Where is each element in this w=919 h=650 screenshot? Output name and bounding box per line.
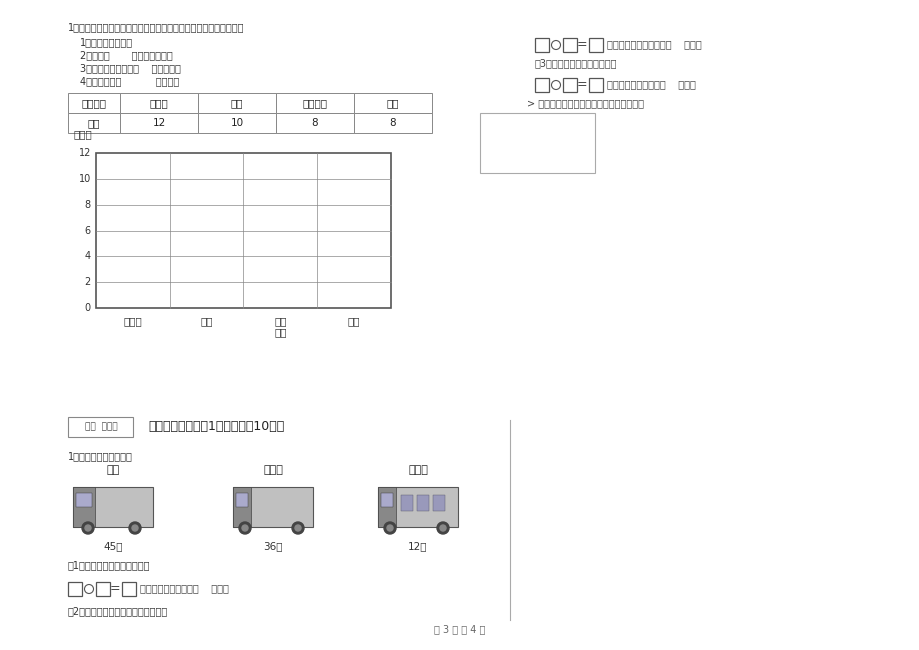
Text: 8: 8 <box>390 118 396 128</box>
Text: 第 3 页 共 4 页: 第 3 页 共 4 页 <box>434 624 485 634</box>
Bar <box>354 113 432 133</box>
Bar <box>122 582 136 596</box>
Text: （1）卡车比面包车多多少辆？: （1）卡车比面包车多多少辆？ <box>68 560 151 570</box>
Text: 12: 12 <box>153 118 165 128</box>
Text: 其他: 其他 <box>386 98 399 108</box>
Bar <box>119 113 198 133</box>
Text: 其他: 其他 <box>347 316 360 326</box>
Bar <box>236 493 248 507</box>
Bar <box>76 493 92 507</box>
Text: 12: 12 <box>78 148 91 158</box>
Text: 答：面包车和大客车共（    ）辆。: 答：面包车和大客车共（ ）辆。 <box>607 39 701 49</box>
Bar <box>68 417 133 437</box>
Circle shape <box>387 525 392 531</box>
Circle shape <box>85 525 91 531</box>
Text: 1、下面是丁伟同学调查本班部分同学最喜欢的电视节目情况统计。: 1、下面是丁伟同学调查本班部分同学最喜欢的电视节目情况统计。 <box>68 22 244 32</box>
Bar <box>588 78 602 92</box>
Circle shape <box>82 522 94 534</box>
Circle shape <box>295 525 301 531</box>
Bar <box>198 93 276 113</box>
Text: 8: 8 <box>85 200 91 210</box>
Text: 36辆: 36辆 <box>263 541 282 551</box>
Circle shape <box>239 522 251 534</box>
Text: 面包车: 面包车 <box>263 465 283 475</box>
Text: 十一、附加题（共1大题，共计10分）: 十一、附加题（共1大题，共计10分） <box>148 421 284 434</box>
Text: 人数: 人数 <box>87 118 100 128</box>
Text: 动物
世界: 动物 世界 <box>274 316 287 337</box>
Bar <box>535 78 549 92</box>
Bar <box>68 582 82 596</box>
Circle shape <box>291 522 303 534</box>
Bar <box>433 495 445 511</box>
Bar <box>68 93 119 113</box>
Bar <box>378 487 458 527</box>
Bar <box>354 93 432 113</box>
Bar <box>378 487 395 527</box>
Bar <box>233 487 312 527</box>
Text: 6: 6 <box>85 226 91 235</box>
Circle shape <box>437 522 448 534</box>
Circle shape <box>383 522 395 534</box>
Text: 4、我最喜欢（           ）节目。: 4、我最喜欢（ ）节目。 <box>80 76 179 86</box>
Bar <box>562 78 576 92</box>
Bar <box>119 93 198 113</box>
Text: 12辆: 12辆 <box>408 541 427 551</box>
Bar <box>276 113 354 133</box>
Text: 大客车: 大客车 <box>408 465 427 475</box>
Text: （2）面包车和大客车一共有多少辆？: （2）面包车和大客车一共有多少辆？ <box>68 606 168 616</box>
Text: 0: 0 <box>85 303 91 313</box>
Bar <box>380 493 392 507</box>
Text: 大风车: 大风车 <box>150 98 168 108</box>
Text: （人）: （人） <box>74 129 93 139</box>
Bar <box>480 113 595 173</box>
Bar <box>73 487 95 527</box>
Text: 2: 2 <box>85 277 91 287</box>
Text: 10: 10 <box>79 174 91 184</box>
Text: 1、根据图片信息解题。: 1、根据图片信息解题。 <box>68 451 132 461</box>
Bar <box>68 113 119 133</box>
Text: （3）大客车比卡车多多少辆？: （3）大客车比卡车多多少辆？ <box>535 58 617 68</box>
Text: 4: 4 <box>85 252 91 261</box>
Circle shape <box>242 525 248 531</box>
Text: 答：卡车比面包车多（    ）辆。: 答：卡车比面包车多（ ）辆。 <box>140 583 229 593</box>
Text: 45辆: 45辆 <box>103 541 122 551</box>
Text: 得分  评卷人: 得分 评卷人 <box>85 422 118 432</box>
Circle shape <box>129 522 141 534</box>
Bar <box>562 38 576 52</box>
Text: 电视节目: 电视节目 <box>82 98 107 108</box>
Text: 答：大客车比卡车少（    ）辆。: 答：大客车比卡车少（ ）辆。 <box>607 79 695 89</box>
Bar <box>416 495 428 511</box>
Text: 卡车: 卡车 <box>107 465 119 475</box>
Text: 8: 8 <box>312 118 318 128</box>
Text: 10: 10 <box>230 118 244 128</box>
Bar <box>96 153 391 308</box>
Text: 大风车: 大风车 <box>123 316 142 326</box>
Bar <box>198 113 276 133</box>
Text: =: = <box>109 582 120 595</box>
Text: 蓝猫: 蓝猫 <box>200 316 212 326</box>
Text: 动物世界: 动物世界 <box>302 98 327 108</box>
Bar <box>233 487 251 527</box>
Bar <box>96 582 110 596</box>
Text: 1、在图中涂一涂。: 1、在图中涂一涂。 <box>80 37 133 47</box>
Bar <box>73 487 153 527</box>
Circle shape <box>131 525 138 531</box>
Text: 2、喜欢（       ）节目的最多。: 2、喜欢（ ）节目的最多。 <box>80 50 173 60</box>
Text: 蓝猫: 蓝猫 <box>231 98 243 108</box>
Text: =: = <box>576 79 586 92</box>
Circle shape <box>439 525 446 531</box>
Bar <box>276 93 354 113</box>
Bar <box>588 38 602 52</box>
Text: =: = <box>576 38 586 51</box>
Bar <box>401 495 413 511</box>
Text: 3、丁伟一共调查了（    ）名同学。: 3、丁伟一共调查了（ ）名同学。 <box>80 63 181 73</box>
Text: > 你还能提出什么数学问题并列式解答吗？: > 你还能提出什么数学问题并列式解答吗？ <box>527 98 643 108</box>
Bar <box>535 38 549 52</box>
